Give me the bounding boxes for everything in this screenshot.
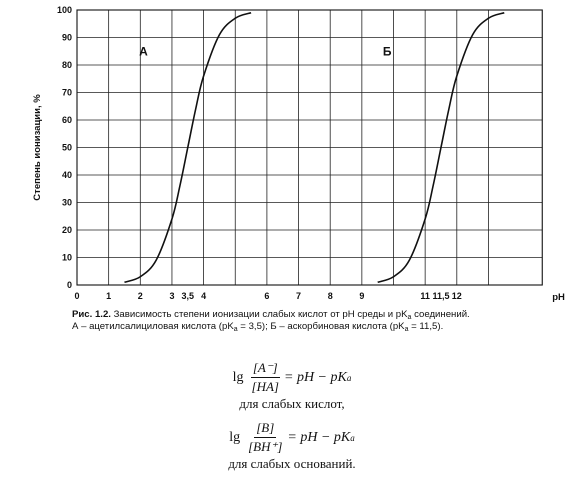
caption-line1-end: соединений. [411, 309, 470, 320]
y-axis-title: Степень ионизации, % [32, 94, 43, 201]
formula-acids-note: для слабых кислот, [239, 396, 345, 411]
caption-line1: Зависимость степени ионизации слабых кис… [110, 309, 408, 320]
y-tick-label-70: 70 [62, 88, 72, 98]
y-tick-label-40: 40 [62, 170, 72, 180]
curve-series-b [377, 11, 505, 284]
formula-acids: lg [A⁻] [HA] = pH − pK a [233, 360, 352, 395]
x-tick-label-3: 3 [169, 291, 174, 301]
caption-line2a: А – ацетилсалициловая кислота (pK [72, 321, 234, 332]
y-tick-label-10: 10 [62, 253, 72, 263]
formulas-block: lg [A⁻] [HA] = pH − pK a для слабых кисло… [0, 360, 584, 480]
caption-line2c: = 11,5). [408, 321, 444, 332]
caption-line1-sub: a [407, 314, 412, 321]
formula-bases-numerator: [B] [254, 420, 277, 438]
y-tick-label-20: 20 [62, 225, 72, 235]
x-tick-label-11-5: 11,5 [432, 291, 449, 301]
x-tick-label-1: 1 [106, 291, 111, 301]
x-tick-label-9: 9 [359, 291, 364, 301]
x-axis-title: pH [552, 292, 565, 303]
caption-line2a-sub: a [233, 326, 238, 333]
x-tick-label-3-5: 3,5 [182, 291, 195, 301]
formula-acids-numerator: [A⁻] [250, 360, 280, 378]
x-tick-label-12: 12 [452, 291, 462, 301]
formula-bases-note: для слабых оснований. [228, 456, 356, 471]
series-curves [124, 11, 505, 284]
formula-acids-fraction: [A⁻] [HA] [250, 360, 281, 395]
plot-frame [76, 9, 543, 286]
y-tick-label-60: 60 [62, 115, 72, 125]
y-tick-label-80: 80 [62, 60, 72, 70]
formula-acids-denominator: [HA] [251, 379, 279, 394]
caption-line2b: = 3,5); Б – аскорбиновая кислота (pK [237, 321, 405, 332]
y-tick-label-0: 0 [67, 280, 72, 290]
caption-lead: Рис. 1.2. [72, 309, 111, 320]
formula-bases-rhs-sub: a [350, 432, 355, 443]
curve-label-a: А [139, 44, 148, 58]
figure-caption: Рис. 1.2. Зависимость степени ионизации … [72, 309, 577, 333]
chart-axes [76, 9, 543, 286]
y-tick-label-30: 30 [62, 198, 72, 208]
caption-line2b-sub: a [404, 326, 409, 333]
x-tick-label-2: 2 [138, 291, 143, 301]
curve-label-b: Б [383, 44, 392, 58]
y-tick-label-100: 100 [57, 5, 72, 15]
x-tick-label-8: 8 [328, 291, 333, 301]
formula-bases-rhs: = pH − pK [287, 429, 351, 445]
y-tick-label-90: 90 [62, 33, 72, 43]
formula-bases-denominator: [BH⁺] [248, 439, 283, 454]
formula-acids-rhs-sub: a [346, 372, 352, 383]
x-tick-label-6: 6 [264, 291, 269, 301]
x-tick-label-0: 0 [74, 291, 79, 301]
formula-bases-fraction: [B] [BH⁺] [246, 420, 284, 455]
curve-series-a [124, 11, 252, 284]
x-tick-label-11: 11 [420, 291, 430, 301]
formula-acids-lg: lg [232, 369, 244, 385]
y-tick-label-50: 50 [62, 143, 72, 153]
x-tick-label-4: 4 [201, 291, 206, 301]
formula-acids-rhs: = pH − pK [284, 369, 347, 385]
formula-bases-lg: lg [229, 429, 241, 445]
formula-bases: lg [B] [BH⁺] = pH − pK a [229, 420, 355, 455]
x-tick-label-7: 7 [296, 291, 301, 301]
